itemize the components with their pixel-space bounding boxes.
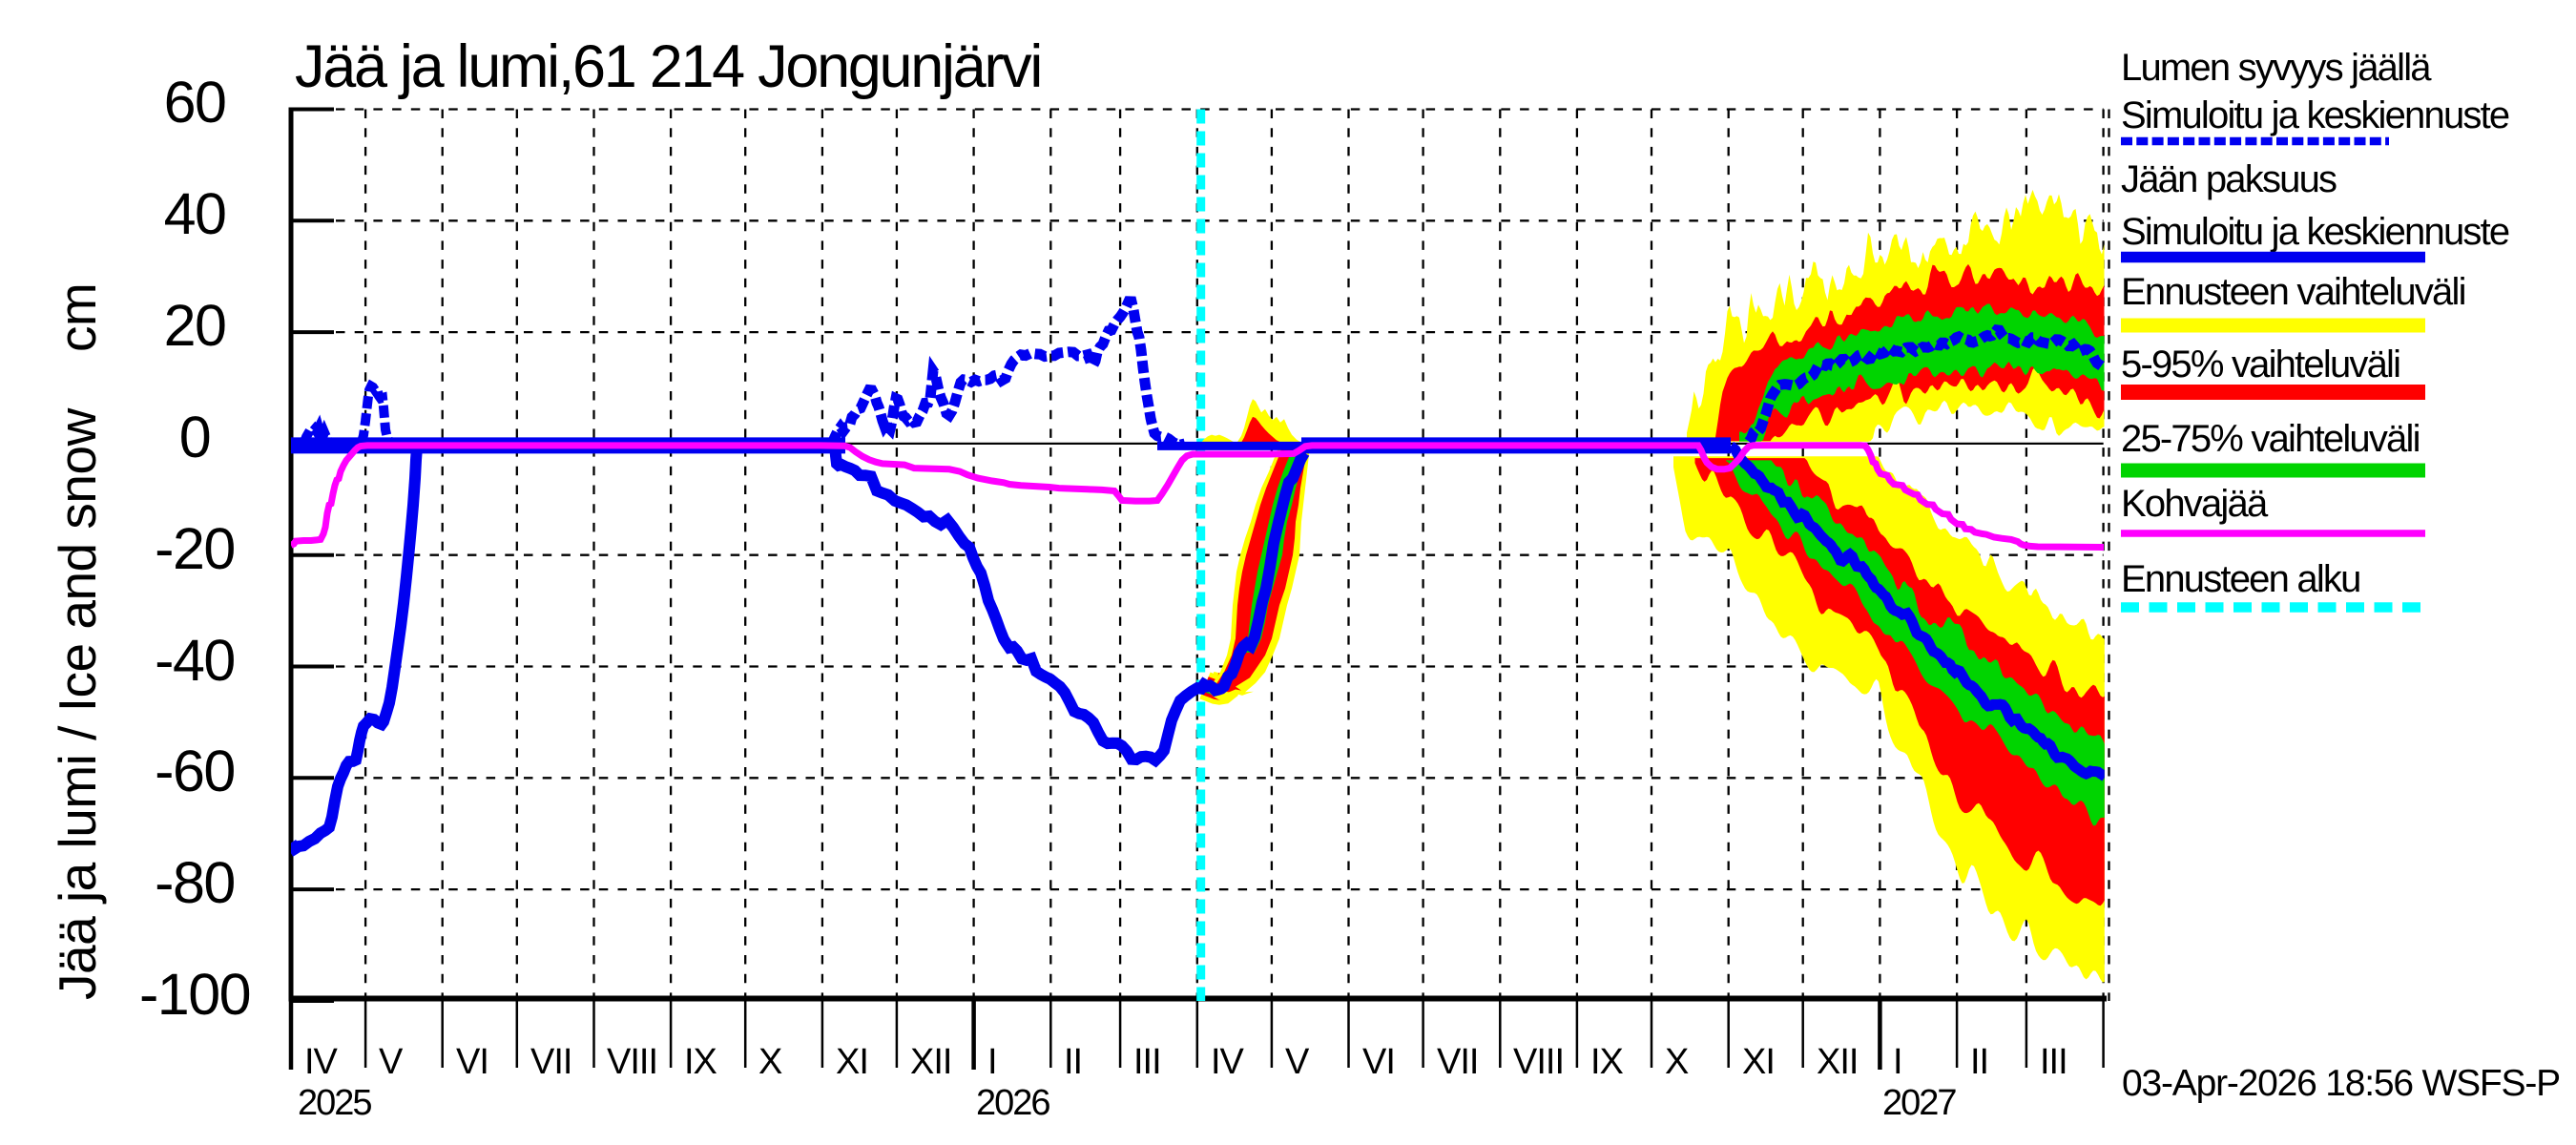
svg-text:VIII: VIII [607, 1042, 657, 1082]
svg-text:0: 0 [179, 405, 210, 469]
svg-text:-80: -80 [155, 850, 235, 915]
svg-text:2026: 2026 [976, 1083, 1049, 1123]
svg-text:Simuloitu ja keskiennuste: Simuloitu ja keskiennuste [2121, 94, 2509, 136]
svg-text:XII: XII [1817, 1042, 1858, 1082]
svg-text:40: 40 [164, 181, 226, 246]
svg-text:VI: VI [1362, 1042, 1395, 1082]
svg-text:VIII: VIII [1513, 1042, 1564, 1082]
svg-text:III: III [2040, 1042, 2067, 1082]
svg-text:Jään paksuus: Jään paksuus [2121, 158, 2337, 200]
svg-text:X: X [1665, 1042, 1689, 1082]
svg-text:IV: IV [1211, 1042, 1245, 1082]
svg-text:Jää ja lumi / Ice and snow: Jää ja lumi / Ice and snow cm [48, 283, 107, 1000]
svg-text:Ennusteen alku: Ennusteen alku [2121, 558, 2360, 600]
svg-text:-60: -60 [155, 739, 235, 803]
svg-text:II: II [1970, 1042, 1988, 1082]
svg-text:2027: 2027 [1882, 1083, 1956, 1123]
svg-text:Lumen syvyys jäällä: Lumen syvyys jäällä [2121, 47, 2432, 89]
svg-text:Ennusteen vaihteluväli: Ennusteen vaihteluväli [2121, 271, 2465, 313]
svg-text:-100: -100 [139, 962, 250, 1027]
svg-text:IV: IV [304, 1042, 339, 1082]
svg-text:03-Apr-2026 18:56 WSFS-P: 03-Apr-2026 18:56 WSFS-P [2122, 1063, 2560, 1104]
svg-text:XI: XI [1742, 1042, 1775, 1082]
svg-text:XII: XII [910, 1042, 951, 1082]
svg-text:2025: 2025 [298, 1083, 371, 1123]
svg-text:25-75% vaihteluväli: 25-75% vaihteluväli [2121, 418, 2420, 460]
svg-text:III: III [1133, 1042, 1161, 1082]
svg-text:I: I [1893, 1042, 1902, 1082]
svg-text:XI: XI [836, 1042, 868, 1082]
svg-text:-20: -20 [155, 516, 235, 581]
svg-text:-40: -40 [155, 628, 235, 693]
svg-text:5-95% vaihteluväli: 5-95% vaihteluväli [2121, 344, 2399, 385]
svg-text:60: 60 [164, 70, 226, 135]
svg-text:VI: VI [456, 1042, 488, 1082]
svg-text:Jää ja lumi,61 214 Jongunjärvi: Jää ja lumi,61 214 Jongunjärvi [295, 33, 1041, 100]
svg-text:VII: VII [530, 1042, 571, 1082]
svg-text:I: I [987, 1042, 997, 1082]
svg-text:IX: IX [1590, 1042, 1624, 1082]
svg-text:V: V [1285, 1042, 1310, 1082]
svg-text:20: 20 [164, 293, 226, 358]
svg-text:X: X [758, 1042, 782, 1082]
svg-text:Kohvajää: Kohvajää [2121, 483, 2269, 525]
svg-text:Simuloitu ja keskiennuste: Simuloitu ja keskiennuste [2121, 211, 2509, 253]
svg-text:VII: VII [1437, 1042, 1478, 1082]
svg-text:V: V [379, 1042, 404, 1082]
svg-text:II: II [1064, 1042, 1082, 1082]
svg-text:IX: IX [684, 1042, 717, 1082]
